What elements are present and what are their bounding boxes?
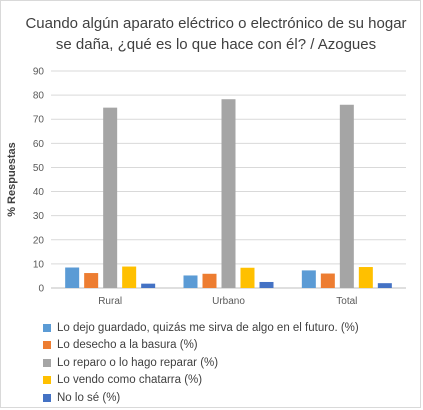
legend: Lo dejo guardado, quizás me sirva de alg… xyxy=(43,319,413,407)
x-axis-ticks: Rural Urbano Total xyxy=(98,296,357,307)
y-tick-label: 60 xyxy=(33,139,45,150)
y-tick-label: 20 xyxy=(33,235,45,246)
legend-swatch xyxy=(43,358,51,367)
bar xyxy=(320,273,335,288)
x-tick-label: Urbano xyxy=(212,296,245,307)
bar xyxy=(141,283,156,288)
chart-title: Cuando algún aparato eléctrico o electró… xyxy=(25,15,407,53)
y-axis-label: % Respuestas xyxy=(6,142,18,217)
bar xyxy=(259,281,274,288)
legend-label: No lo sé (%) xyxy=(57,391,121,404)
legend-label: Lo desecho a la basura (%) xyxy=(57,339,198,352)
legend-item: Lo vendo como chatarra (%) xyxy=(43,372,413,390)
legend-item: No lo sé (%) xyxy=(43,389,413,407)
legend-item: Lo reparo o lo hago reparar (%) xyxy=(43,354,413,372)
x-tick-label: Rural xyxy=(98,296,122,307)
bar xyxy=(103,107,118,288)
y-tick-label: 70 xyxy=(33,115,45,126)
bars xyxy=(65,99,392,289)
legend-swatch xyxy=(43,323,51,332)
bar xyxy=(339,104,354,288)
y-tick-label: 30 xyxy=(33,211,45,222)
legend-swatch xyxy=(43,393,51,402)
y-tick-label: 40 xyxy=(33,187,45,198)
bar xyxy=(301,270,316,288)
bar xyxy=(84,273,99,288)
legend-item: Lo dejo guardado, quizás me sirva de alg… xyxy=(43,319,413,337)
y-tick-label: 90 xyxy=(33,67,45,78)
bar xyxy=(240,267,255,288)
legend-label: Lo vendo como chatarra (%) xyxy=(57,374,203,387)
y-tick-label: 0 xyxy=(38,284,44,295)
bar xyxy=(202,273,217,288)
bar xyxy=(221,99,236,289)
bar xyxy=(183,275,198,288)
bar xyxy=(377,283,392,288)
bar xyxy=(65,267,80,288)
bar xyxy=(122,266,137,288)
legend-item: Lo desecho a la basura (%) xyxy=(43,337,413,355)
y-tick-label: 50 xyxy=(33,163,45,174)
legend-swatch xyxy=(43,376,51,385)
x-tick-label: Total xyxy=(336,296,357,307)
y-axis-ticks: 0 10 20 30 40 50 60 70 80 90 xyxy=(33,67,45,295)
legend-swatch xyxy=(43,341,51,350)
legend-label: Lo dejo guardado, quizás me sirva de alg… xyxy=(57,321,359,334)
y-tick-label: 80 xyxy=(33,91,45,102)
bar xyxy=(358,267,373,288)
legend-label: Lo reparo o lo hago reparar (%) xyxy=(57,356,219,369)
y-tick-label: 10 xyxy=(33,259,45,270)
